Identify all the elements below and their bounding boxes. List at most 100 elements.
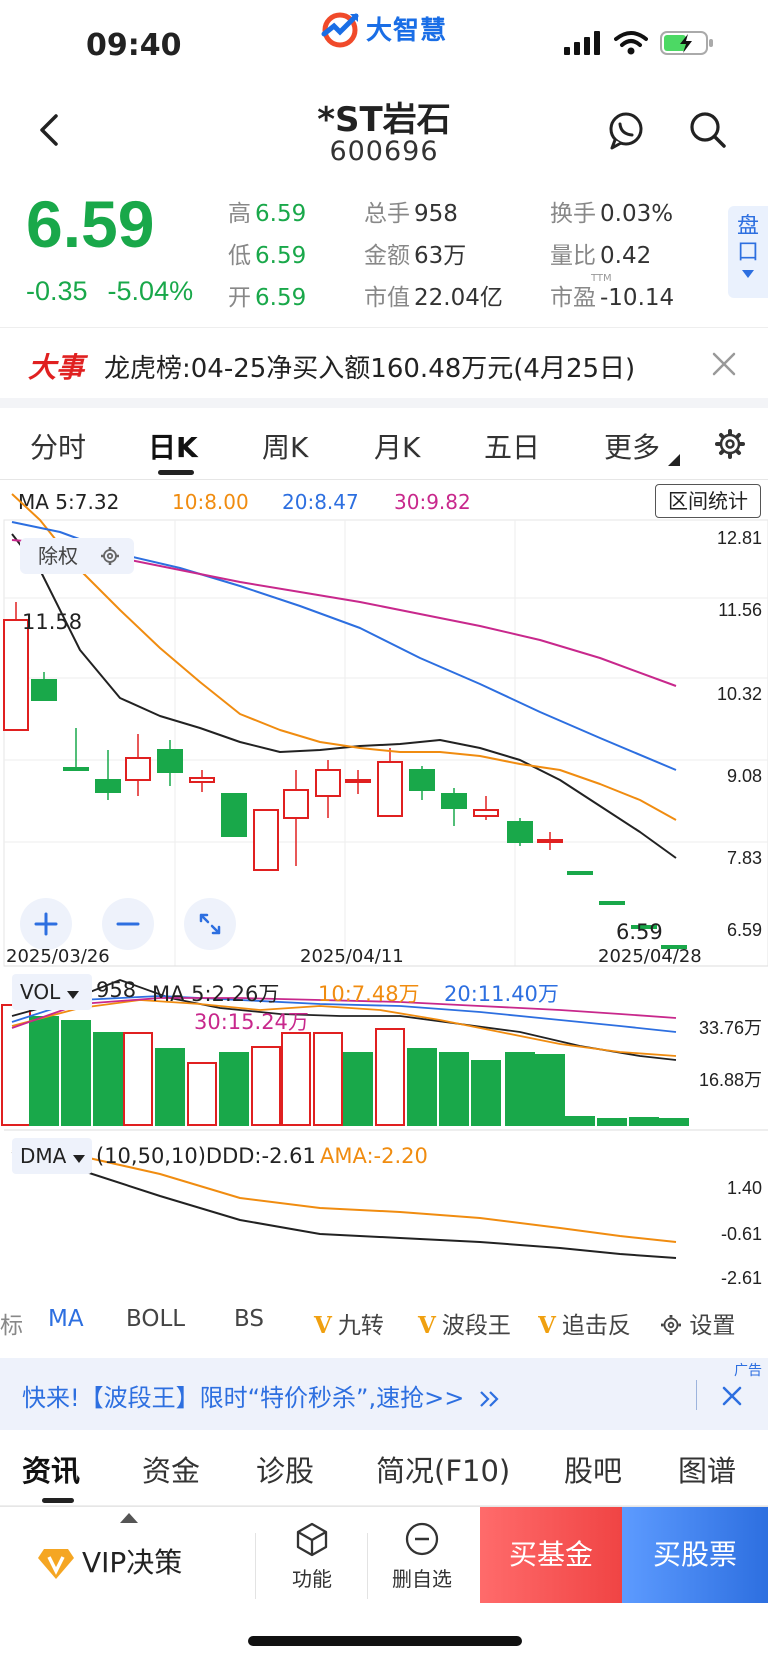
signal-icon [564, 31, 600, 55]
date-label-start: 2025/03/26 [6, 946, 110, 967]
volume-bar [439, 1052, 469, 1126]
volume-bar [471, 1060, 501, 1126]
tab-daily-k[interactable]: 日K [148, 431, 198, 464]
divider [367, 1533, 368, 1599]
event-banner[interactable]: 大事 龙虎榜:04-25净买入额160.48万元(4月25日) [0, 330, 768, 398]
candle-body [345, 779, 371, 783]
tab-diagnosis[interactable]: 诊股 [256, 1454, 315, 1488]
vip-v-icon: V [538, 1312, 556, 1339]
home-indicator[interactable] [248, 1636, 522, 1646]
tab-forum[interactable]: 股吧 [564, 1454, 623, 1488]
active-tab-indicator [158, 470, 194, 475]
tab-more[interactable]: 更多 [604, 431, 661, 464]
volume-bar [187, 1062, 217, 1126]
vol-axis-label: 16.88万 [698, 1070, 762, 1090]
tab-five-day[interactable]: 五日 [484, 431, 541, 464]
tab-boduanwang[interactable]: V 波段王 [418, 1312, 511, 1339]
tab-funds[interactable]: 资金 [142, 1454, 201, 1488]
tab-news[interactable]: 资讯 [22, 1454, 81, 1488]
price-change: -0.35 -5.04% [26, 276, 213, 307]
tab-graph[interactable]: 图谱 [678, 1454, 737, 1488]
tab-f10[interactable]: 简况(F10) [376, 1454, 511, 1488]
remove-watchlist-label: 删自选 [392, 1567, 452, 1591]
tab-weekly-k[interactable]: 周K [262, 431, 309, 464]
tab-jiuzhuan[interactable]: V 九转 [314, 1312, 384, 1339]
close-icon[interactable] [720, 1384, 744, 1408]
vol-value: 958 [96, 978, 137, 1002]
gear-icon [101, 547, 119, 565]
divider [696, 1380, 697, 1410]
buy-stock-button[interactable]: 买股票 [622, 1507, 768, 1603]
vol-indicator-select[interactable]: VOL [12, 974, 92, 1010]
function-button[interactable]: 功能 [272, 1521, 352, 1592]
ma5-line [11, 533, 677, 859]
indicator-tabs: 标 MA BOLL BS V 九转 V 波段王 V 追击反 设置 [0, 1290, 768, 1350]
remove-watchlist-button[interactable]: 删自选 [382, 1521, 462, 1592]
volume-bar [565, 1116, 595, 1126]
vip-v-icon: V [418, 1312, 436, 1339]
candle-body [253, 809, 279, 871]
news-tabs: 资讯 资金 诊股 简况(F10) 股吧 图谱 [0, 1430, 768, 1506]
pankou-button[interactable]: 盘口 [728, 206, 768, 298]
fullscreen-button[interactable] [184, 898, 236, 950]
quote-market-cap: 市值 22.04亿 [364, 285, 503, 311]
last-price-marker: 6.59 [616, 920, 663, 944]
stock-charts[interactable] [0, 480, 768, 1290]
ad-label: 广告 [734, 1363, 762, 1379]
volume-bar [219, 1052, 249, 1126]
indicator-settings[interactable]: 设置 [660, 1306, 735, 1340]
price-axis-label: 7.83 [726, 848, 762, 868]
candle-body [189, 777, 215, 783]
ma20-legend: 20:8.47 [282, 490, 359, 514]
chat-icon[interactable] [604, 108, 648, 152]
caret-down-icon [72, 1155, 85, 1163]
search-icon[interactable] [686, 108, 730, 152]
candle-body [507, 821, 533, 843]
zoom-in-button[interactable] [20, 898, 72, 950]
minus-icon [116, 922, 140, 926]
buy-fund-button[interactable]: 买基金 [480, 1507, 622, 1603]
caret-up-icon[interactable] [120, 1513, 138, 1523]
close-icon[interactable] [710, 350, 738, 378]
candle-body [631, 925, 657, 929]
date-label-end: 2025/04/28 [598, 946, 702, 967]
ex-rights-toggle[interactable]: 除权 [20, 538, 134, 574]
caret-down-icon [66, 991, 79, 999]
vol-ma30-line [11, 997, 677, 1029]
tab-bs[interactable]: BS [234, 1306, 264, 1332]
volume-bar [29, 1016, 59, 1126]
bottom-action-bar: VIP决策 功能 删自选 买基金 买股票 [0, 1506, 768, 1603]
dma-indicator-select[interactable]: DMA [12, 1138, 92, 1174]
volume-bar [93, 1032, 123, 1126]
zoom-out-button[interactable] [102, 898, 154, 950]
vip-decision-button[interactable]: VIP决策 [82, 1546, 183, 1579]
back-icon[interactable] [30, 108, 70, 152]
range-stats-button[interactable]: 区间统计 [655, 484, 761, 518]
active-tab-indicator [42, 1498, 74, 1503]
volume-bar [535, 1054, 565, 1126]
tab-partial[interactable]: 标 [0, 1313, 23, 1339]
candle-body [95, 779, 121, 793]
event-text: 龙虎榜:04-25净买入额160.48万元(4月25日) [104, 354, 636, 384]
candle-body [157, 749, 183, 773]
tab-monthly-k[interactable]: 月K [374, 431, 421, 464]
battery-charging-icon [660, 31, 713, 55]
vol-ma10: 10:7.48万 [318, 982, 420, 1006]
system-icons [564, 30, 714, 56]
vol-selector-label: VOL [20, 980, 61, 1004]
gear-icon[interactable] [714, 428, 746, 460]
tab-zhuijifan[interactable]: V 追击反 [538, 1312, 631, 1339]
quote-pe: 市盈 -10.14 [550, 285, 675, 311]
function-label: 功能 [292, 1567, 332, 1591]
volume-bar [407, 1048, 437, 1126]
tab-intraday[interactable]: 分时 [30, 431, 87, 464]
dma-params: (10,50,10)DDD:-2.61 [96, 1144, 316, 1168]
quote-turnover: 换手 0.03% [550, 201, 674, 227]
volume-bar [313, 1032, 343, 1126]
tab-boll[interactable]: BOLL [126, 1306, 186, 1332]
tab-ma[interactable]: MA [48, 1306, 84, 1332]
cube-icon [296, 1522, 328, 1557]
price-axis-label: 6.59 [726, 920, 762, 940]
ad-banner[interactable]: 快来!【波段王】限时“特价秒杀”,速抢>> 广告 [0, 1358, 768, 1430]
change-percent: -5.04% [107, 276, 194, 306]
